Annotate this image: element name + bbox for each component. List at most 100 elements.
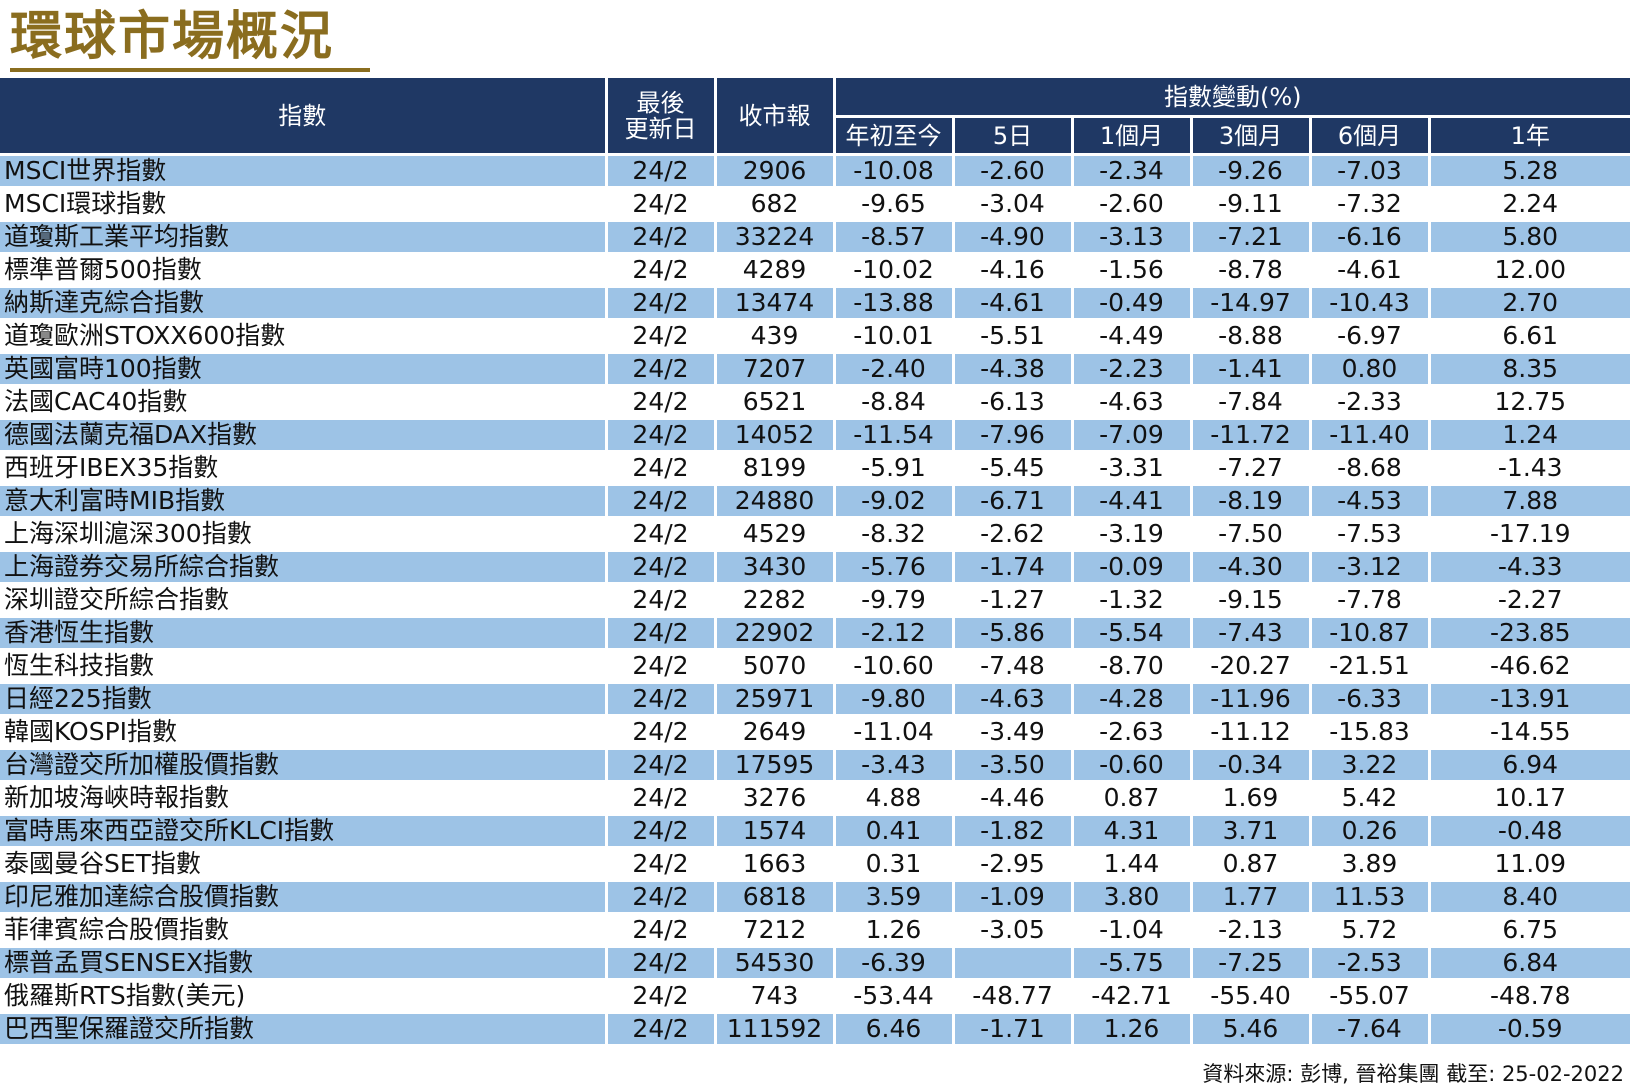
last-update-cell: 24/2 bbox=[606, 913, 717, 948]
last-update-cell: 24/2 bbox=[606, 517, 717, 552]
table-header: 指數 最後 更新日 收市報 指數變動(%) 年初至今 5日 1個月 3個月 6個… bbox=[0, 78, 1630, 156]
table-row: MSCI世界指數 24/2 2906 -10.08 -2.60 -2.34 -9.26 -7.… bbox=[0, 154, 1630, 189]
change-1m-cell: -1.32 bbox=[1072, 583, 1193, 618]
change-5d-cell bbox=[953, 946, 1074, 981]
table-row: 台灣證交所加權股價指數 24/2 17595 -3.43 -3.50 -0.60 -0.34… bbox=[0, 748, 1630, 783]
change-6m-cell: 0.26 bbox=[1310, 814, 1431, 849]
change-1y-cell: 6.75 bbox=[1429, 913, 1630, 948]
change-ytd-cell: -9.80 bbox=[834, 682, 955, 717]
index-name-cell: 恆生科技指數 bbox=[0, 649, 608, 684]
change-3m-cell: -11.12 bbox=[1191, 715, 1312, 750]
change-1y-cell: 7.88 bbox=[1429, 484, 1630, 519]
index-name-cell: 上海證券交易所綜合指數 bbox=[0, 550, 608, 585]
change-6m-cell: 0.80 bbox=[1310, 352, 1431, 387]
change-1m-cell: 0.87 bbox=[1072, 781, 1193, 816]
close-cell: 6521 bbox=[715, 385, 836, 420]
change-6m-cell: -4.61 bbox=[1310, 253, 1431, 288]
change-5d-cell: -4.46 bbox=[953, 781, 1074, 816]
last-update-cell: 24/2 bbox=[606, 187, 717, 222]
close-cell: 17595 bbox=[715, 748, 836, 783]
change-3m-cell: 5.46 bbox=[1191, 1012, 1312, 1047]
last-update-cell: 24/2 bbox=[606, 583, 717, 618]
change-6m-cell: -6.33 bbox=[1310, 682, 1431, 717]
close-cell: 24880 bbox=[715, 484, 836, 519]
last-update-cell: 24/2 bbox=[606, 682, 717, 717]
change-3m-cell: 0.87 bbox=[1191, 847, 1312, 882]
change-5d-cell: -1.27 bbox=[953, 583, 1074, 618]
change-1m-cell: -1.56 bbox=[1072, 253, 1193, 288]
index-name-cell: 泰國曼谷SET指數 bbox=[0, 847, 608, 882]
last-update-cell: 24/2 bbox=[606, 748, 717, 783]
index-name-cell: MSCI世界指數 bbox=[0, 154, 608, 189]
index-name-cell: 意大利富時MIB指數 bbox=[0, 484, 608, 519]
change-5d-cell: -2.60 bbox=[953, 154, 1074, 189]
change-1y-cell: -14.55 bbox=[1429, 715, 1630, 750]
change-6m-cell: -6.16 bbox=[1310, 220, 1431, 255]
change-1y-cell: 6.94 bbox=[1429, 748, 1630, 783]
change-5d-cell: -3.49 bbox=[953, 715, 1074, 750]
change-6m-cell: -11.40 bbox=[1310, 418, 1431, 453]
last-update-cell: 24/2 bbox=[606, 286, 717, 321]
market-table: 指數 最後 更新日 收市報 指數變動(%) 年初至今 5日 1個月 3個月 6個… bbox=[0, 78, 1630, 1047]
index-name-cell: 新加坡海峽時報指數 bbox=[0, 781, 608, 816]
change-ytd-cell: -9.79 bbox=[834, 583, 955, 618]
last-update-cell: 24/2 bbox=[606, 451, 717, 486]
change-1y-cell: 8.40 bbox=[1429, 880, 1630, 915]
table-row: 恆生科技指數 24/2 5070 -10.60 -7.48 -8.70 -20.27 -21.… bbox=[0, 649, 1630, 684]
change-1y-cell: 6.61 bbox=[1429, 319, 1630, 354]
change-1m-cell: -4.63 bbox=[1072, 385, 1193, 420]
change-ytd-cell: -5.91 bbox=[834, 451, 955, 486]
close-cell: 13474 bbox=[715, 286, 836, 321]
change-ytd-cell: -6.39 bbox=[834, 946, 955, 981]
change-5d-cell: -1.09 bbox=[953, 880, 1074, 915]
title-underline bbox=[10, 68, 370, 72]
table-row: 納斯達克綜合指數 24/2 13474 -13.88 -4.61 -0.49 -14.97-… bbox=[0, 286, 1630, 321]
change-6m-cell: -7.32 bbox=[1310, 187, 1431, 222]
change-5d-cell: -2.62 bbox=[953, 517, 1074, 552]
change-1y-cell: -48.78 bbox=[1429, 979, 1630, 1014]
change-1y-cell: -0.48 bbox=[1429, 814, 1630, 849]
change-1y-cell: -46.62 bbox=[1429, 649, 1630, 684]
change-ytd-cell: 0.41 bbox=[834, 814, 955, 849]
change-6m-cell: -8.68 bbox=[1310, 451, 1431, 486]
header-change-group: 指數變動(%) bbox=[834, 78, 1630, 118]
header-period-1y: 1年 bbox=[1429, 116, 1630, 156]
change-3m-cell: -9.15 bbox=[1191, 583, 1312, 618]
last-update-cell: 24/2 bbox=[606, 484, 717, 519]
change-6m-cell: -55.07 bbox=[1310, 979, 1431, 1014]
change-ytd-cell: -10.01 bbox=[834, 319, 955, 354]
index-name-cell: 德國法蘭克福DAX指數 bbox=[0, 418, 608, 453]
change-1m-cell: -2.34 bbox=[1072, 154, 1193, 189]
change-1m-cell: -4.41 bbox=[1072, 484, 1193, 519]
change-3m-cell: -14.97 bbox=[1191, 286, 1312, 321]
change-1m-cell: -5.75 bbox=[1072, 946, 1193, 981]
change-ytd-cell: -2.40 bbox=[834, 352, 955, 387]
change-6m-cell: 5.42 bbox=[1310, 781, 1431, 816]
header-period-3m: 3個月 bbox=[1191, 116, 1312, 156]
close-cell: 4289 bbox=[715, 253, 836, 288]
change-1y-cell: 2.70 bbox=[1429, 286, 1630, 321]
index-name-cell: 西班牙IBEX35指數 bbox=[0, 451, 608, 486]
change-5d-cell: -4.90 bbox=[953, 220, 1074, 255]
close-cell: 25971 bbox=[715, 682, 836, 717]
table-row: 意大利富時MIB指數 24/2 24880 -9.02 -6.71 -4.41 -8.19-… bbox=[0, 484, 1630, 519]
change-3m-cell: -7.43 bbox=[1191, 616, 1312, 651]
change-1m-cell: -8.70 bbox=[1072, 649, 1193, 684]
last-update-cell: 24/2 bbox=[606, 418, 717, 453]
change-ytd-cell: -9.65 bbox=[834, 187, 955, 222]
change-6m-cell: -7.03 bbox=[1310, 154, 1431, 189]
change-1y-cell: 8.35 bbox=[1429, 352, 1630, 387]
change-5d-cell: -6.71 bbox=[953, 484, 1074, 519]
last-update-cell: 24/2 bbox=[606, 319, 717, 354]
close-cell: 5070 bbox=[715, 649, 836, 684]
change-1y-cell: -13.91 bbox=[1429, 682, 1630, 717]
change-1y-cell: -0.59 bbox=[1429, 1012, 1630, 1047]
change-ytd-cell: -10.08 bbox=[834, 154, 955, 189]
change-1m-cell: -7.09 bbox=[1072, 418, 1193, 453]
change-5d-cell: -7.96 bbox=[953, 418, 1074, 453]
close-cell: 14052 bbox=[715, 418, 836, 453]
change-ytd-cell: 0.31 bbox=[834, 847, 955, 882]
close-cell: 7207 bbox=[715, 352, 836, 387]
change-5d-cell: -4.38 bbox=[953, 352, 1074, 387]
change-5d-cell: -7.48 bbox=[953, 649, 1074, 684]
